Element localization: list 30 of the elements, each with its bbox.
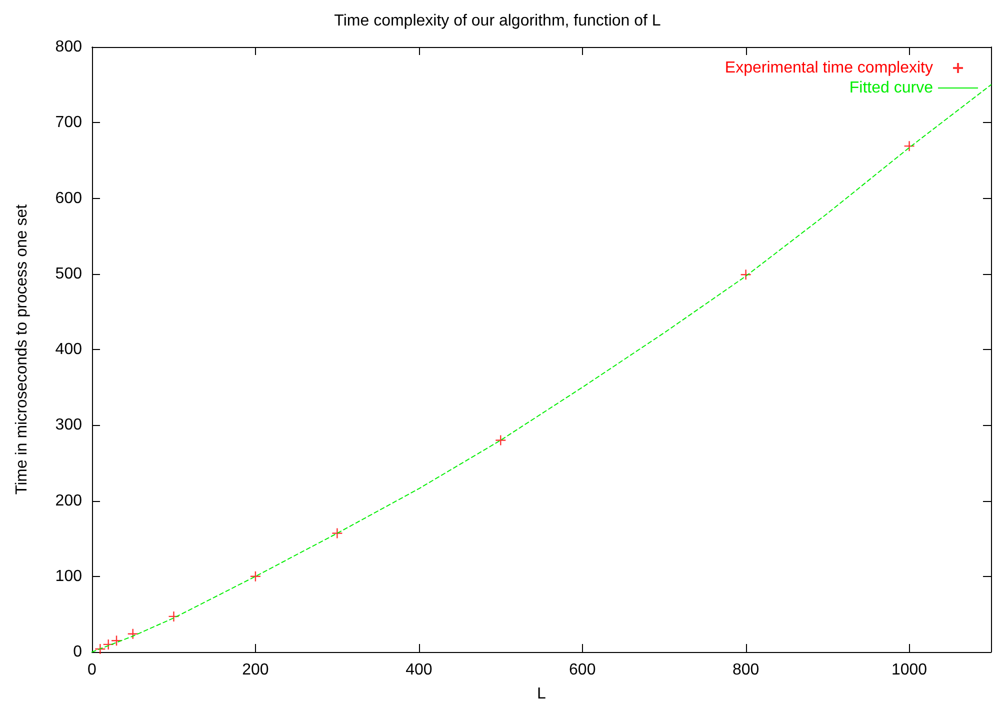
chart-title: Time complexity of our algorithm, function of L xyxy=(334,12,661,30)
x-tick-label: 600 xyxy=(569,662,596,678)
x-axis-title: L xyxy=(537,686,546,702)
y-tick-label: 800 xyxy=(55,38,82,56)
point xyxy=(127,628,138,640)
point xyxy=(110,635,122,646)
legend-label: Experimental time complexity xyxy=(724,60,933,76)
y-tick-label: 600 xyxy=(55,190,82,207)
point xyxy=(740,269,752,280)
y-tick-label: 500 xyxy=(55,265,82,282)
legend-label: Fitted curve xyxy=(849,80,934,96)
y-tick-label: 300 xyxy=(55,416,82,434)
y-tick-label: 0 xyxy=(73,644,82,660)
point xyxy=(94,643,106,655)
point xyxy=(495,434,506,446)
x-tick-label: 400 xyxy=(406,662,432,678)
point xyxy=(332,528,343,539)
x-tick-label: 0 xyxy=(88,662,97,678)
y-tick-label: 700 xyxy=(55,114,82,132)
y-tick-label: 200 xyxy=(55,492,82,510)
y-tick-label: 100 xyxy=(55,568,82,585)
x-tick-label: 200 xyxy=(242,662,269,678)
y-tick-label: 400 xyxy=(55,341,82,358)
point xyxy=(168,610,180,622)
point xyxy=(250,570,262,582)
y-axis-title: Time in microseconds to process one set xyxy=(14,204,30,495)
point xyxy=(102,638,114,650)
point xyxy=(904,140,915,152)
x-tick-label: 800 xyxy=(732,662,760,678)
x-tick-label: 1000 xyxy=(891,662,928,678)
